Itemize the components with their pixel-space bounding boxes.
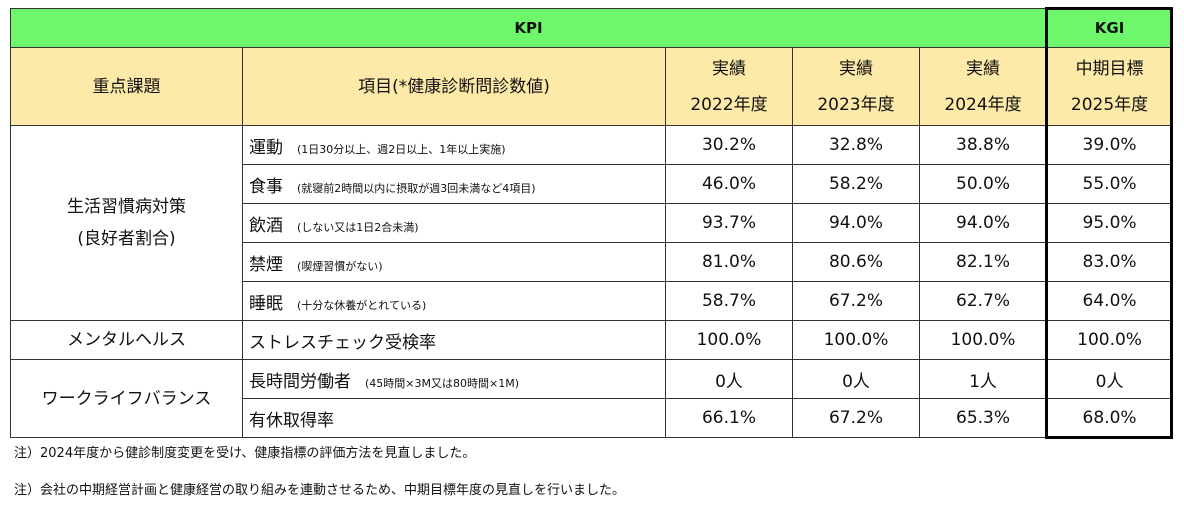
value-cell: 83.0%	[1046, 242, 1174, 282]
year: 2023年度	[817, 94, 895, 115]
group-label: ワークライフバランス	[41, 388, 212, 409]
value-cell: 0人	[665, 359, 793, 399]
item-cell: 睡眠 (十分な休養がとれている)	[242, 281, 666, 321]
label: 実績	[712, 58, 746, 79]
year-header: 実績 2024年度	[918, 47, 1048, 126]
value-cell: 58.2%	[792, 164, 920, 204]
item-cell: 食事 (就寝前2時間以内に摂取が週3回未満など4項目)	[242, 164, 666, 204]
value-cell: 67.2%	[792, 281, 920, 321]
item-cell: 長時間労働者 (45時間×3M又は80時間×1M)	[242, 359, 666, 399]
value-cell: 1人	[918, 359, 1048, 399]
value-cell: 30.2%	[665, 125, 793, 165]
year-header: 実績 2022年度	[665, 47, 793, 126]
item-condition: (十分な休養がとれている)	[297, 298, 427, 312]
value-cell: 58.7%	[665, 281, 793, 321]
year: 2022年度	[690, 94, 768, 115]
value-cell: 100.0%	[792, 320, 920, 360]
item-label: 飲酒	[249, 215, 283, 236]
group-label: 生活習慣病対策	[67, 197, 186, 217]
note: 注）2024年度から健診制度変更を受け、健康指標の評価方法を見直しました。	[14, 446, 476, 461]
item-header: 項目(*健康診断問診数値)	[242, 47, 666, 126]
table-row: 睡眠 (十分な休養がとれている) 58.7% 67.2% 62.7% 64.0%	[11, 281, 1174, 321]
value-cell: 50.0%	[918, 164, 1048, 204]
year-header: 中期目標 2025年度	[1046, 47, 1174, 126]
table-row: 生活習慣病対策 (良好者割合) 運動 (1日30分以上、週2日以上、1年以上実施) 30…	[10, 125, 1174, 321]
value-cell: 100.0%	[1046, 320, 1174, 360]
kgi-header: KGI	[1046, 8, 1174, 48]
year-header: 実績 2023年度	[792, 47, 920, 126]
value-cell: 39.0%	[1046, 125, 1174, 165]
value-cell: 100.0%	[665, 320, 793, 360]
table-row: メンタルヘルス ストレスチェック受検率 100.0% 100.0% 100.0% 100.…	[10, 320, 1174, 360]
group-label: メンタルヘルス	[67, 330, 186, 350]
label: 実績	[966, 58, 1001, 79]
kpi-kgi-table: KPI KGI 重点課題 項目(*健康診断問診数値) 実績 2022年度 実績 20…	[9, 8, 1174, 438]
kpi-header: KPI	[9, 8, 1048, 48]
item-cell: 有休取得率	[242, 398, 666, 438]
value-cell: 81.0%	[665, 242, 793, 282]
group-sublabel: (良好者割合)	[77, 229, 176, 249]
item-label: 睡眠	[249, 293, 283, 314]
item-label: 長時間労働者	[249, 371, 351, 392]
table-row: 有休取得率 66.1% 67.2% 65.3% 68.0%	[11, 398, 1174, 438]
item-condition: (しない又は1日2合未満)	[297, 220, 419, 234]
item-label: ストレスチェック受検率	[249, 332, 436, 353]
value-cell: 62.7%	[918, 281, 1048, 321]
item-condition: (45時間×3M又は80時間×1M)	[365, 376, 519, 390]
item-cell: ストレスチェック受検率	[242, 320, 666, 360]
year: 2024年度	[944, 94, 1022, 115]
item-label: 食事	[249, 176, 283, 197]
value-cell: 66.1%	[665, 398, 793, 438]
table-row: 禁煙 (喫煙習慣がない) 81.0% 80.6% 82.1% 83.0%	[11, 242, 1174, 282]
item-label: 禁煙	[249, 254, 283, 275]
value-cell: 38.8%	[918, 125, 1048, 165]
value-cell: 95.0%	[1046, 203, 1174, 243]
value-cell: 93.7%	[665, 203, 793, 243]
value-cell: 65.3%	[918, 398, 1048, 438]
focus-header: 重点課題	[10, 47, 243, 126]
value-cell: 0人	[792, 359, 920, 399]
value-cell: 68.0%	[1046, 398, 1174, 438]
value-cell: 46.0%	[665, 164, 793, 204]
year: 2025年度	[1070, 94, 1149, 115]
focus-cell: 生活習慣病対策 (良好者割合)	[10, 125, 243, 321]
table-row: ワークライフバランス 長時間労働者 (45時間×3M又は80時間×1M) 0人 0人 1人…	[10, 359, 1174, 438]
item-condition: (就寝前2時間以内に摂取が週3回未満など4項目)	[297, 181, 536, 195]
item-cell: 禁煙 (喫煙習慣がない)	[242, 242, 666, 282]
value-cell: 100.0%	[918, 320, 1048, 360]
table-row: 食事 (就寝前2時間以内に摂取が週3回未満など4項目) 46.0% 58.2% 50.0…	[11, 164, 1174, 204]
value-cell: 0人	[1046, 359, 1174, 399]
focus-cell: メンタルヘルス	[10, 320, 243, 360]
item-condition: (喫煙習慣がない)	[297, 259, 383, 273]
value-cell: 94.0%	[792, 203, 920, 243]
focus-cell: ワークライフバランス	[10, 359, 243, 438]
item-cell: 運動 (1日30分以上、週2日以上、1年以上実施)	[242, 125, 666, 165]
item-condition: (1日30分以上、週2日以上、1年以上実施)	[297, 142, 506, 156]
label: 中期目標	[1075, 58, 1144, 79]
item-cell: 飲酒 (しない又は1日2合未満)	[242, 203, 666, 243]
value-cell: 67.2%	[792, 398, 920, 438]
value-cell: 64.0%	[1046, 281, 1174, 321]
value-cell: 80.6%	[792, 242, 920, 282]
value-cell: 82.1%	[918, 242, 1048, 282]
label: 実績	[839, 58, 873, 79]
table-row: 飲酒 (しない又は1日2合未満) 93.7% 94.0% 94.0% 95.0%	[11, 203, 1174, 243]
value-cell: 55.0%	[1046, 164, 1174, 204]
note: 注）会社の中期経営計画と健康経営の取り組みを連動させるため、中期目標年度の見直し…	[14, 483, 626, 498]
item-label: 運動	[249, 137, 283, 158]
value-cell: 94.0%	[918, 203, 1048, 243]
value-cell: 32.8%	[792, 125, 920, 165]
item-label: 有休取得率	[249, 410, 334, 431]
